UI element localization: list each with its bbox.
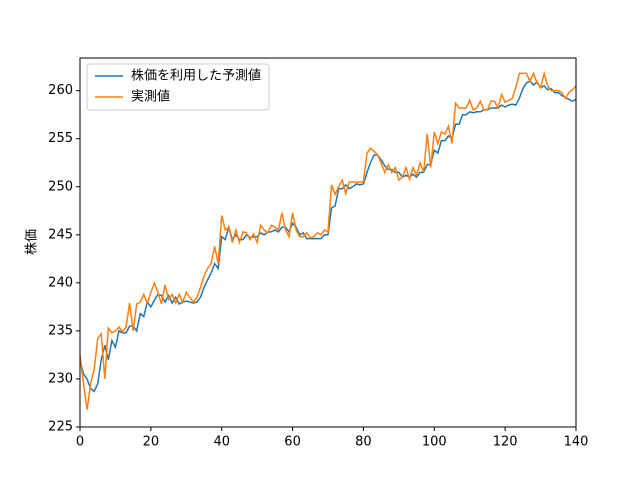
x-tick-label: 140 [564,435,589,450]
series-line [80,70,576,410]
y-tick-label: 260 [48,83,73,98]
x-tick-label: 80 [355,435,372,450]
legend-box [86,63,270,111]
y-tick-label: 255 [48,131,73,146]
x-tick-label: 60 [284,435,301,450]
y-tick-label: 230 [48,371,73,386]
y-tick-label: 250 [48,179,73,194]
legend-label: 実測値 [131,89,170,105]
y-axis-label: 株価 [25,229,40,255]
x-tick-label: 20 [143,435,160,450]
x-tick-label: 0 [76,435,84,450]
plot-frame [79,57,577,428]
y-tick-label: 240 [48,275,73,290]
legend-label: 株価を利用した予測値 [131,68,261,84]
x-tick-label: 40 [213,435,230,450]
series-line [80,80,576,393]
x-tick-label: 100 [422,435,447,450]
y-tick-label: 245 [48,227,73,242]
x-tick-label: 120 [493,435,518,450]
y-tick-label: 235 [48,323,73,338]
y-tick-label: 225 [48,420,73,435]
